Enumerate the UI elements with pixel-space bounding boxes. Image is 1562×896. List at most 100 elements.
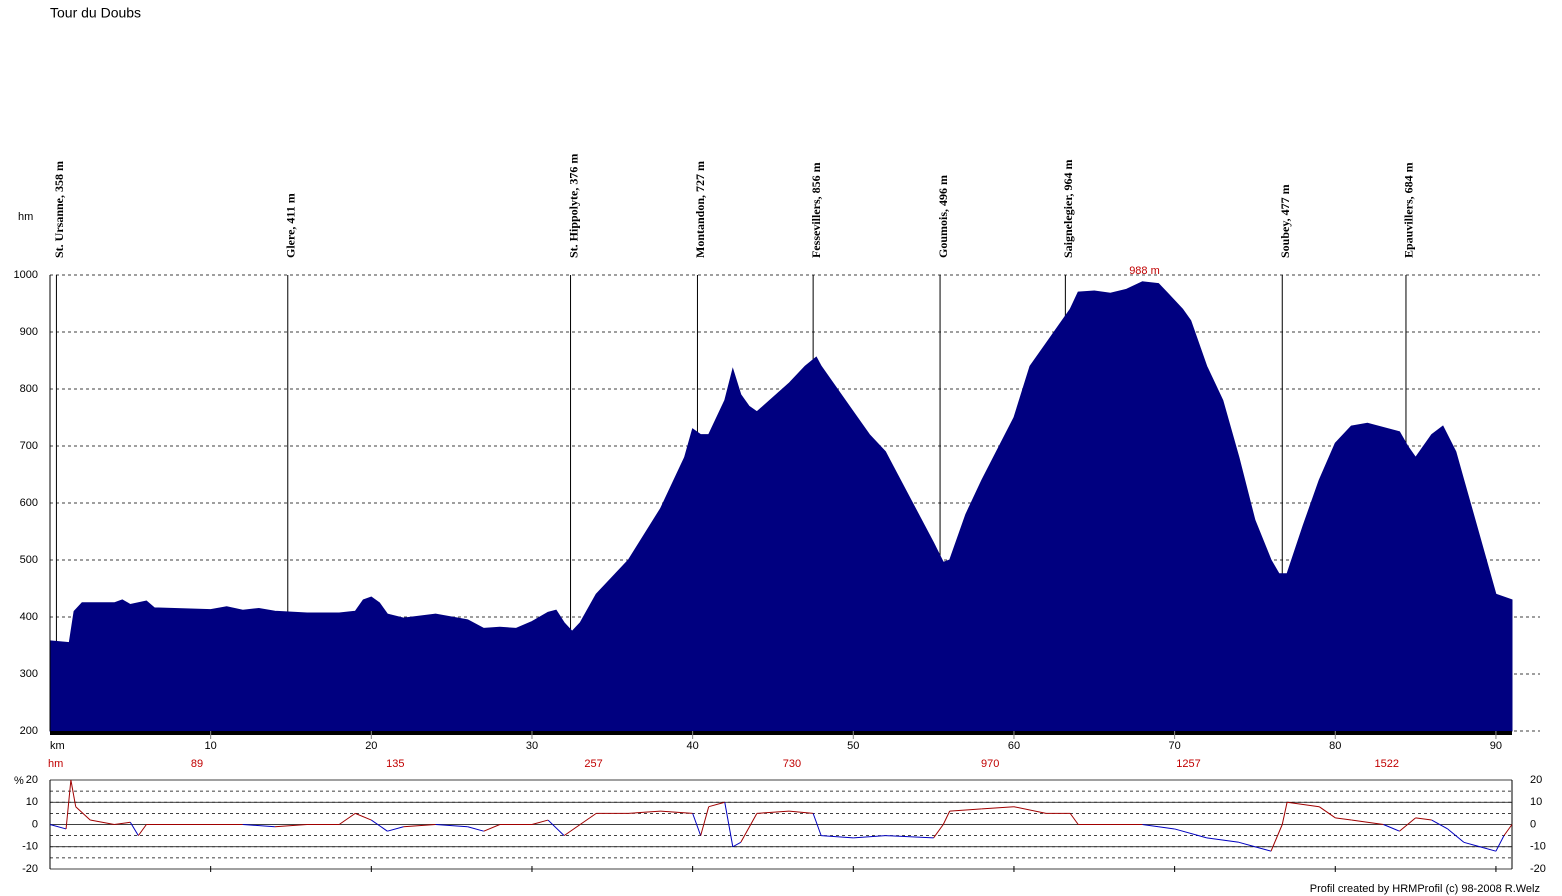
gradient-segment bbox=[531, 819, 549, 825]
gradient-segment bbox=[1495, 835, 1505, 852]
gradient-segment bbox=[1447, 828, 1465, 843]
gradient-segment bbox=[1431, 819, 1448, 830]
gradient-segment bbox=[547, 819, 565, 836]
x-tick-label: 80 bbox=[1329, 740, 1341, 752]
gradient-segment bbox=[75, 806, 91, 821]
gradient-segment bbox=[65, 779, 72, 829]
waypoint-label: Montandon, 727 m bbox=[693, 161, 707, 258]
y-tick-label: 200 bbox=[20, 725, 38, 737]
gradient-segment bbox=[885, 835, 934, 839]
waypoint-label: Epauvillers, 684 m bbox=[1402, 162, 1416, 258]
gradient-segment bbox=[740, 813, 758, 843]
gradient-segment bbox=[1206, 837, 1239, 843]
climb-value: 970 bbox=[981, 758, 999, 770]
y-tick-label: 600 bbox=[20, 497, 38, 509]
x-tick-label: 70 bbox=[1168, 740, 1180, 752]
gradient-segment bbox=[1399, 817, 1416, 832]
waypoint-label: Soubey, 477 m bbox=[1278, 184, 1292, 258]
y-tick-label: 0 bbox=[32, 818, 38, 830]
gradient-segment bbox=[137, 824, 147, 836]
y-axis-label: hm bbox=[18, 211, 33, 223]
x-tick-label: 20 bbox=[365, 740, 377, 752]
x-tick-label: 60 bbox=[1008, 740, 1020, 752]
y2-tick-label: 20 bbox=[1530, 774, 1542, 786]
waypoint-label: Goumois, 496 m bbox=[936, 175, 950, 258]
gradient-segment bbox=[949, 808, 982, 812]
gradient-segment bbox=[1503, 824, 1513, 836]
climb-value: 1522 bbox=[1375, 758, 1399, 770]
gradient-segment bbox=[1287, 801, 1320, 808]
gradient-segment bbox=[114, 821, 131, 825]
gradient-segment bbox=[724, 802, 734, 847]
gradient-segment bbox=[579, 812, 597, 825]
gradient-segment bbox=[483, 824, 501, 832]
y-tick-label: 800 bbox=[20, 383, 38, 395]
gradient-segment bbox=[1463, 841, 1481, 848]
max-annotation: 988 m bbox=[1129, 265, 1160, 277]
gradient-segment bbox=[1351, 819, 1384, 825]
gradient-segment bbox=[49, 824, 67, 830]
y2-tick-label: -10 bbox=[1530, 841, 1546, 853]
gradient-segment bbox=[1158, 826, 1175, 830]
y-tick-label: 10 bbox=[26, 796, 38, 808]
gradient-segment bbox=[242, 824, 275, 828]
gradient-segment bbox=[1415, 817, 1432, 821]
waypoint-label: Glere, 411 m bbox=[284, 193, 298, 258]
gradient-segment bbox=[403, 824, 436, 828]
gradient-segment bbox=[1281, 802, 1288, 825]
gradient-segment bbox=[756, 810, 790, 814]
y-tick-label: 300 bbox=[20, 668, 38, 680]
x-axis-label: km bbox=[50, 740, 65, 752]
x-axis-bar bbox=[50, 731, 1512, 735]
climb-label: hm bbox=[48, 758, 63, 770]
waypoint-label: St. Hippolyte, 376 m bbox=[566, 154, 580, 258]
gradient-segment bbox=[660, 810, 693, 814]
waypoint-label: St. Ursanne, 358 m bbox=[52, 161, 66, 258]
y2-tick-label: -20 bbox=[1530, 863, 1546, 875]
climb-value: 1257 bbox=[1176, 758, 1200, 770]
gradient-segment bbox=[628, 810, 661, 814]
gradient-segment bbox=[1383, 824, 1400, 832]
gradient-segment bbox=[70, 779, 77, 807]
gradient-segment bbox=[90, 819, 115, 825]
gradient-segment bbox=[1142, 824, 1159, 828]
gradient-segment bbox=[708, 801, 725, 808]
gradient-segment bbox=[1335, 817, 1352, 821]
gradient-segment bbox=[338, 812, 356, 825]
gradient-segment bbox=[1270, 824, 1283, 852]
gradient-segment bbox=[1069, 813, 1079, 825]
climb-value: 730 bbox=[783, 758, 801, 770]
gradient-segment bbox=[1479, 846, 1497, 852]
gradient-segment bbox=[1238, 841, 1256, 848]
y-tick-label: 1000 bbox=[14, 269, 38, 281]
climb-value: 89 bbox=[191, 758, 203, 770]
chart-title: Tour du Doubs bbox=[50, 5, 141, 21]
y-tick-label: 500 bbox=[20, 554, 38, 566]
gradient-segment bbox=[1318, 806, 1336, 819]
x-tick-label: 30 bbox=[526, 740, 538, 752]
gradient-segment bbox=[812, 813, 822, 836]
waypoint-label: Fessevillers, 856 m bbox=[809, 162, 823, 258]
gradient-segment bbox=[853, 835, 886, 839]
gradient-segment bbox=[371, 819, 388, 832]
gradient-segment bbox=[732, 841, 742, 848]
elevation-area bbox=[49, 281, 1513, 732]
gradient-segment bbox=[129, 822, 139, 836]
gradient-segment bbox=[274, 824, 308, 828]
y-tick-label: -10 bbox=[22, 841, 38, 853]
gradient-segment bbox=[387, 826, 404, 832]
x-tick-label: 10 bbox=[205, 740, 217, 752]
y2-tick-label: 0 bbox=[1530, 818, 1536, 830]
gradient-segment bbox=[467, 826, 484, 832]
footer: Profil created by HRMProfil (c) 98-2008 … bbox=[1310, 883, 1540, 895]
x-tick-label: 40 bbox=[687, 740, 699, 752]
x-tick-label: 90 bbox=[1490, 740, 1502, 752]
climb-value: 135 bbox=[386, 758, 404, 770]
y-tick-label: 400 bbox=[20, 611, 38, 623]
gradient-segment bbox=[435, 824, 468, 828]
waypoint-label: Saignelegier, 964 m bbox=[1061, 159, 1075, 258]
gradient-unit: % bbox=[14, 775, 24, 787]
gradient-segment bbox=[1174, 828, 1207, 839]
gradient-segment bbox=[700, 806, 710, 836]
